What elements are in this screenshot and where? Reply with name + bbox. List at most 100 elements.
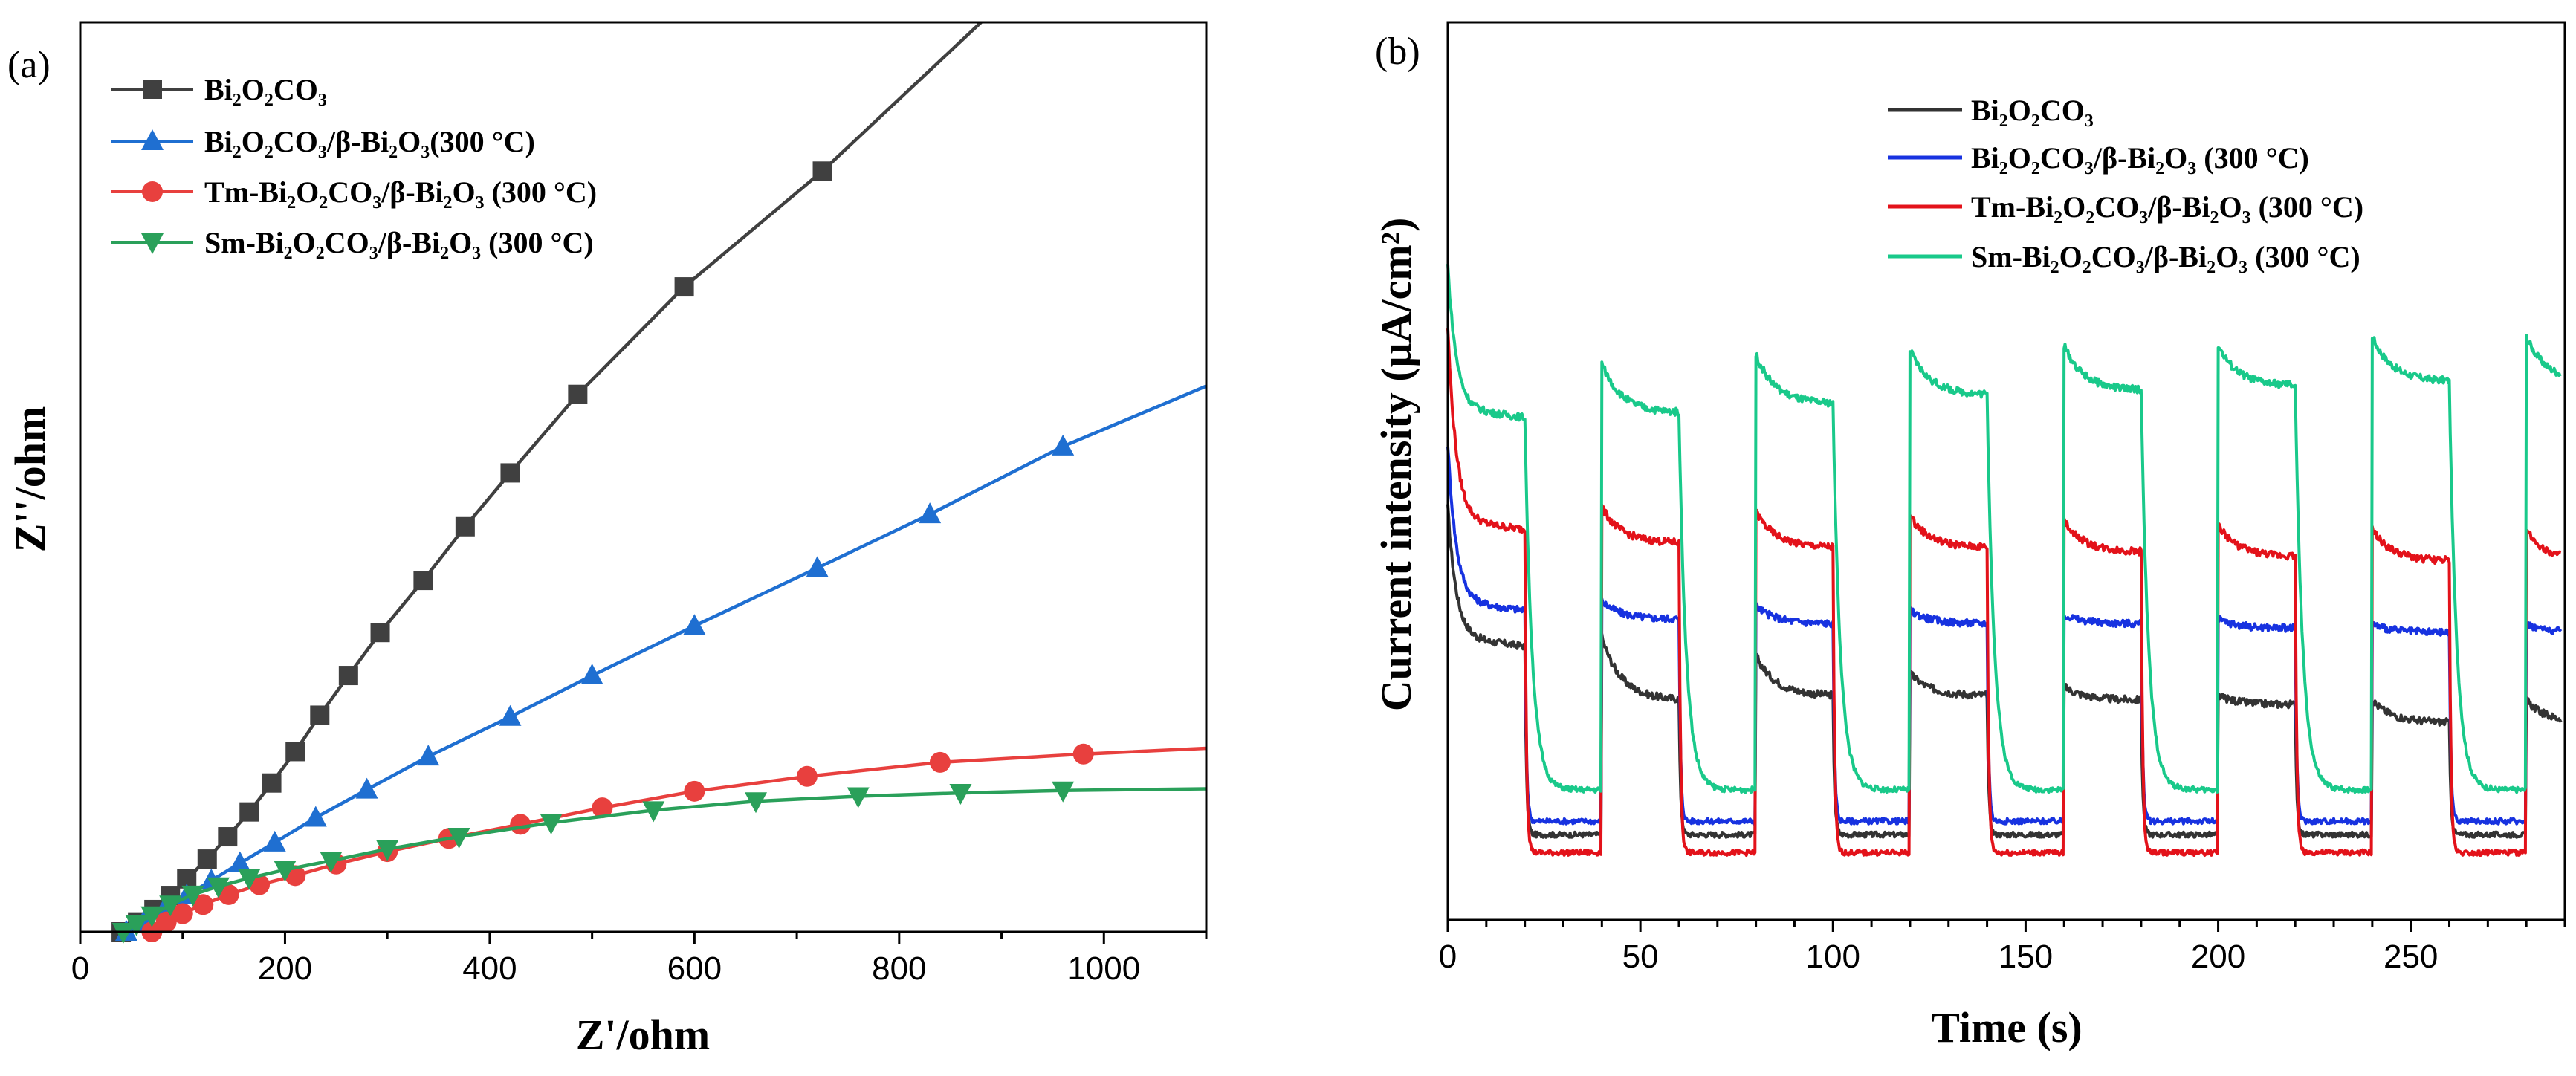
- panel-a-data-point: [919, 502, 942, 524]
- legend-b-label-0: Bi₂O₂CO₃: [1971, 94, 2094, 127]
- panel-a-x-tick-label: 400: [462, 950, 517, 987]
- panel-a-data-point: [207, 877, 230, 898]
- legend-a-marker-symbol: [141, 233, 164, 254]
- panel-a-data-point: [806, 556, 829, 577]
- legend-a-item-1: Bi₂O₂CO₃/β-Bi₂O₃(300 °C): [111, 125, 535, 158]
- panel-a-data-point: [568, 384, 588, 404]
- panel-a-x-tick-label: 200: [258, 950, 312, 987]
- legend-b-item-1: Bi₂O₂CO₃/β-Bi₂O₃ (300 °C): [1888, 141, 2309, 175]
- legend-a-marker-1: [141, 129, 164, 150]
- panel-a-data-point: [455, 516, 475, 537]
- panel-a-series-line-3: [122, 787, 1207, 933]
- panel-a-data-point: [181, 885, 204, 907]
- legend-a-marker-symbol: [141, 129, 164, 150]
- panel-a-data-point: [172, 903, 193, 924]
- legend-a-item-2: Tm-Bi₂O₂CO₃/β-Bi₂O₃ (300 °C): [111, 175, 597, 209]
- panel-a-data-point: [847, 787, 870, 808]
- panel-a-series-1: [114, 384, 1207, 941]
- legend-a-marker-2: [142, 181, 163, 202]
- panel-a-data-point: [238, 869, 261, 890]
- panel-a-series-0: [111, 21, 983, 942]
- panel-a-data-point: [262, 773, 282, 793]
- panel-a-data-point: [228, 851, 251, 872]
- panel-a-data-point: [642, 801, 665, 823]
- panel-a-data-point: [580, 664, 603, 685]
- legend-a-label-0: Bi₂O₂CO₃: [204, 73, 327, 106]
- legend-a-marker-symbol: [142, 181, 163, 202]
- panel-a-data-point: [1072, 743, 1094, 765]
- legend-b-label-1: Bi₂O₂CO₃/β-Bi₂O₃ (300 °C): [1971, 141, 2309, 175]
- panel-a-label: (a): [7, 44, 51, 86]
- panel-a-data-point: [592, 797, 613, 819]
- panel-b-x-tick-label: 100: [1806, 939, 1860, 975]
- panel-a-x-axis-title: Z'/ohm: [576, 1011, 711, 1059]
- panel-a-data-point: [320, 852, 343, 873]
- panel-a-x-axis-ticks: 0 200 400 600 800 1000: [71, 932, 1208, 987]
- legend-a-label-3: Sm-Bi₂O₂CO₃/β-Bi₂O₃ (300 °C): [204, 226, 594, 259]
- panel-b-label: (b): [1375, 30, 1420, 73]
- panel-a-data-point: [159, 895, 182, 917]
- panel-a-plot-frame: [79, 21, 1208, 933]
- panel-a-data-point: [197, 849, 217, 869]
- panel-a-data-point: [338, 666, 358, 686]
- panel-a-data-point: [683, 614, 706, 635]
- panel-a-data-point: [499, 704, 522, 726]
- panel-b-x-tick-label: 200: [2191, 939, 2245, 975]
- panel-a-data-point: [310, 705, 330, 725]
- legend-a-item-3: Sm-Bi₂O₂CO₃/β-Bi₂O₃ (300 °C): [111, 226, 594, 259]
- panel-b-series-line-2: [1446, 328, 2562, 857]
- panel-a-series-2: [141, 743, 1207, 942]
- panel-a-data-point: [674, 277, 694, 297]
- panel-a-data-point: [285, 742, 305, 762]
- panel-a-data-point: [417, 745, 440, 766]
- panel-b-series-line-0: [1446, 504, 2563, 839]
- panel-a-data-point: [125, 915, 148, 936]
- panel-a-data-point: [500, 463, 520, 483]
- legend-a-marker-0: [143, 80, 162, 99]
- panel-b-series-group: [1446, 264, 2563, 857]
- legend-b-item-0: Bi₂O₂CO₃: [1888, 94, 2094, 127]
- legend-a-label-1: Bi₂O₂CO₃/β-Bi₂O₃(300 °C): [204, 125, 535, 158]
- panel-a-data-point: [239, 802, 259, 822]
- panel-b-series-line-3: [1446, 264, 2562, 794]
- panel-a-data-point: [745, 792, 767, 814]
- panel-b-x-axis-ticks: 0 50 100 150 200 250: [1439, 920, 2566, 975]
- panel-b-x-axis-title: Time (s): [1931, 1003, 2083, 1051]
- panel-a-data-point: [1052, 781, 1075, 803]
- panel-b-x-tick-label: 50: [1622, 939, 1659, 975]
- panel-a-series-line-1: [125, 384, 1207, 933]
- panel-a-data-point: [413, 571, 433, 591]
- panel-a-series-3: [111, 781, 1207, 944]
- panel-a-data-point: [218, 884, 239, 905]
- panel-b-series-line-1: [1446, 447, 2563, 826]
- panel-a-data-point: [304, 806, 327, 827]
- panel-b-legend: Bi₂O₂CO₃ Bi₂O₂CO₃/β-Bi₂O₃ (300 °C) Tm-Bi…: [1888, 94, 2363, 273]
- panel-a-series-group: [111, 21, 1207, 944]
- panel-b-x-tick-label: 150: [1999, 939, 2053, 975]
- panel-a-data-point: [684, 780, 705, 802]
- panel-a-data-point: [540, 814, 563, 835]
- panel-a-data-point: [376, 840, 399, 861]
- legend-a-marker-symbol: [143, 80, 162, 99]
- panel-a-data-point: [812, 161, 832, 181]
- panel-b-y-axis-title: Current intensity (μA/cm²): [1372, 218, 1420, 712]
- panel-a-data-point: [263, 830, 286, 852]
- panel-a-data-point: [111, 923, 135, 944]
- panel-a-data-point: [1052, 434, 1075, 456]
- panel-a-nyquist-plot: (a) 0 200 400 600 800 1000 Z'/ohm Z''/ohm Bi₂…: [6, 21, 1208, 1059]
- panel-a-legend: Bi₂O₂CO₃ Bi₂O₂CO₃/β-Bi₂O₃(300 °C) Tm-Bi₂…: [111, 73, 597, 259]
- panel-a-data-point: [192, 894, 214, 915]
- panel-a-y-axis-title: Z''/ohm: [6, 406, 54, 553]
- legend-a-marker-3: [141, 233, 164, 254]
- panel-a-data-point: [218, 827, 238, 847]
- panel-b-plot-frame: [1446, 21, 2566, 921]
- panel-b-x-tick-label: 0: [1439, 939, 1457, 975]
- panel-a-x-tick-label: 800: [872, 950, 926, 987]
- legend-b-item-3: Sm-Bi₂O₂CO₃/β-Bi₂O₃ (300 °C): [1888, 240, 2360, 273]
- panel-a-data-point: [155, 911, 177, 933]
- panel-a-data-point: [140, 906, 164, 927]
- panel-a-data-point: [949, 784, 972, 806]
- legend-a-label-2: Tm-Bi₂O₂CO₃/β-Bi₂O₃ (300 °C): [204, 175, 597, 209]
- panel-a-x-tick-label: 1000: [1067, 950, 1140, 987]
- legend-b-label-2: Tm-Bi₂O₂CO₃/β-Bi₂O₃ (300 °C): [1971, 190, 2363, 224]
